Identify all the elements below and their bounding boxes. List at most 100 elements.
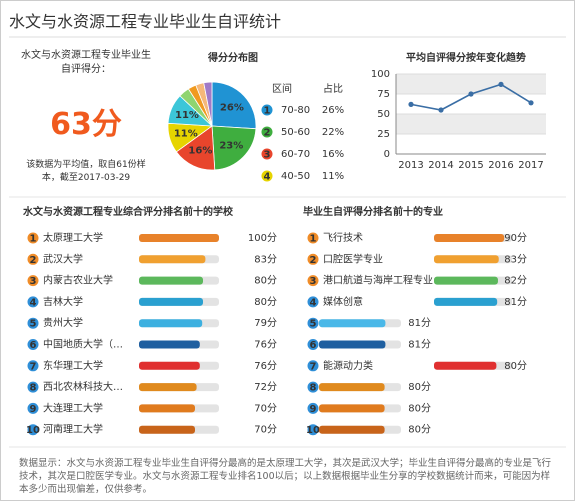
rank-number: 7 [30,361,37,372]
rank-number: 7 [310,361,317,372]
page-title: 水文与水资源工程专业毕业生自评统计 [9,12,282,31]
rank-badge [307,317,319,329]
row-label: 口腔医学专业 [323,252,383,265]
chart-title: 毕业生自评得分排名前十的专业 [303,205,443,218]
legend-badge [261,170,273,182]
legend-share: 26% [322,105,344,116]
row-label: 媒体创意 [323,295,363,308]
row-label: 武汉大学 [43,252,83,265]
legend-header: 区间 [272,82,292,95]
score-note: 该数据为平均值，取自61份样本，截至2017-03-29 [26,160,146,183]
rank-number: 3 [310,276,317,287]
bar [319,383,385,392]
y-tick-label: 0 [384,149,390,160]
y-tick-label: 25 [377,129,390,140]
score-label: 水文与水资源工程专业毕业生自评得分： [21,50,151,75]
rank-number: 6 [310,340,317,351]
chart-title: 得分分布图 [207,51,258,64]
x-tick-label: 2013 [398,160,423,171]
y-tick-label: 50 [377,109,390,120]
pie-slice [175,125,216,171]
bar [319,425,385,434]
trend-point [468,91,474,97]
bar [319,404,385,413]
legend-badge [261,148,273,160]
legend-rank: 2 [264,128,271,139]
rank-badge [307,296,319,308]
rank-badge [27,275,39,287]
trend-point [438,107,444,113]
x-tick-label: 2017 [518,160,543,171]
value-label: 79分 [254,317,277,329]
legend-share: 22% [322,127,344,138]
legend-range: 50-60 [281,127,310,138]
x-tick-label: 2014 [428,160,453,171]
rank-badge [307,275,319,287]
row-label: 能源动力类 [323,359,373,372]
row-label: 河南理工大学 [43,423,103,436]
rank-number: 8 [310,383,317,394]
row-label: 港口航道与海岸工程专业 [323,274,433,287]
bar [434,276,498,285]
rank-badge [307,253,319,265]
row-label: 贵州大学 [43,316,83,329]
legend-range: 60-70 [281,149,310,160]
legend-rank: 3 [264,150,271,161]
pie-slice [203,81,213,127]
bar [139,383,197,392]
bar [434,361,497,370]
rank-badge [27,296,39,308]
value-label: 81分 [408,317,431,329]
bar [434,234,505,242]
bar [139,255,206,264]
row-label: 西北农林科技大… [43,380,123,393]
bar [319,319,386,328]
pie-slice [211,125,257,171]
value-label: 83分 [504,253,527,265]
rank-number: 3 [30,276,37,287]
rank-badge [27,381,39,393]
value-label: 100分 [248,232,277,244]
bar [139,404,195,413]
bar [139,340,200,349]
rank-badge [27,317,39,329]
legend-header: 占比 [323,82,343,95]
rank-badge [27,360,39,372]
value-label: 80分 [254,296,277,308]
trend-point [408,101,414,107]
pie-slice [211,81,257,130]
rank-number: 5 [30,319,37,330]
bar [139,276,203,285]
row-label: 吉林大学 [43,295,83,308]
legend-range: 40-50 [281,171,310,182]
rank-number: 9 [30,404,37,415]
slice-label: 16% [188,146,212,157]
bar [139,297,203,306]
legend-share: 11% [322,171,344,182]
bar [139,425,195,434]
rank-badge [27,402,39,414]
rank-number: 1 [310,234,317,245]
rank-number: 1 [30,234,37,245]
chart-title: 平均自评得分按年变化趋势 [406,51,526,64]
value-label: 80分 [504,360,527,372]
bar [139,234,219,242]
legend-rank: 4 [264,172,271,183]
slice-label: 11% [174,129,198,140]
rank-badge [307,424,319,436]
row-label: 飞行技术 [323,231,363,244]
slice-label: 11% [175,110,199,121]
rank-number: 8 [30,383,37,394]
legend-rank: 1 [264,106,271,117]
bar [434,255,499,264]
rank-number: 5 [310,319,317,330]
chart-title: 水文与水资源工程专业综合评分排名前十的学校 [22,205,234,218]
rank-badge [307,381,319,393]
value-label: 76分 [254,339,277,351]
rank-number: 10 [26,425,40,436]
bar [139,319,203,328]
value-label: 81分 [408,339,431,351]
rank-badge [27,424,39,436]
